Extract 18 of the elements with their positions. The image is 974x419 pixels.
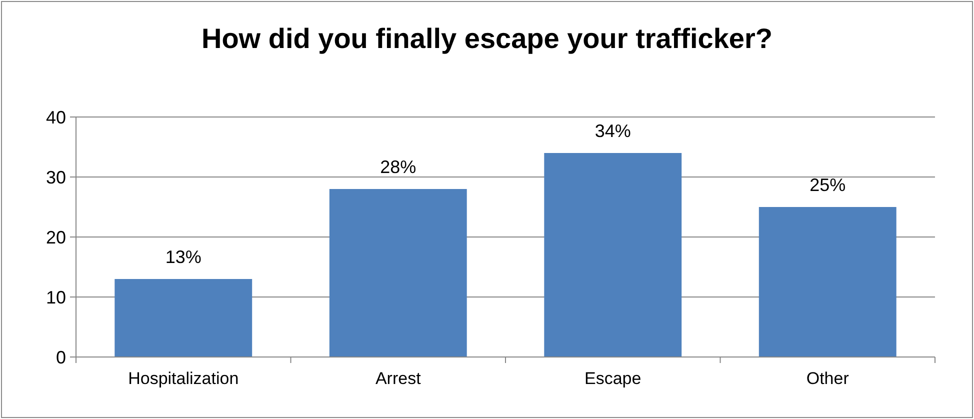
x-tick-label: Arrest [375,369,422,388]
chart-title: How did you finally escape your trafficker? [201,23,773,54]
y-tick-label: 0 [56,347,66,368]
x-tick-label: Hospitalization [128,369,239,388]
bar [114,279,252,357]
data-label: 13% [165,247,202,267]
bar [544,153,682,357]
data-label: 34% [594,121,631,141]
x-tick-label: Escape [584,369,642,388]
data-label: 28% [380,157,416,177]
bar [329,189,467,357]
y-tick-label: 10 [46,287,66,308]
y-tick-label: 20 [46,227,66,248]
data-label: 25% [810,175,846,195]
y-tick-label: 30 [46,167,66,188]
bar [758,207,896,357]
y-tick-label: 40 [46,107,66,128]
x-tick-label: Other [806,369,850,388]
